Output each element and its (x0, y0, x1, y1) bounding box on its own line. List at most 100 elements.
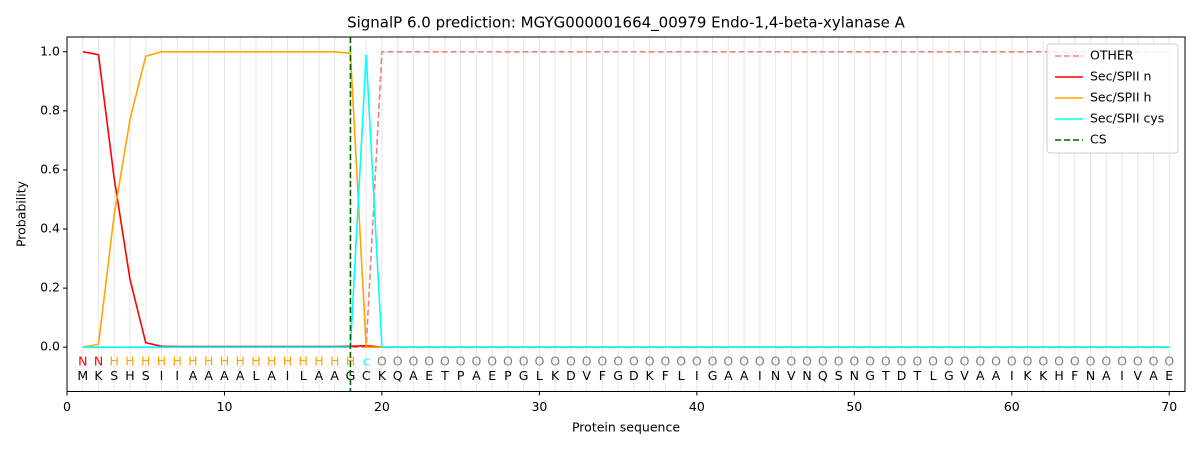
residue: F (599, 368, 606, 383)
residue: T (912, 368, 921, 383)
residue: A (315, 368, 324, 383)
residue: T (881, 368, 890, 383)
residue: P (504, 368, 512, 383)
residue: V (960, 368, 969, 383)
residue: K (94, 368, 103, 383)
residue: S (835, 368, 843, 383)
residue-label: O (676, 353, 686, 368)
residue-label: O (723, 353, 733, 368)
residue: Q (393, 368, 403, 383)
residue-label: O (645, 353, 655, 368)
residue: S (110, 368, 118, 383)
residue-label: O (1038, 353, 1048, 368)
chart-title: SignalP 6.0 prediction: MGYG000001664_00… (347, 14, 906, 33)
residue: A (267, 368, 276, 383)
residue-label: O (928, 353, 938, 368)
residue: E (425, 368, 433, 383)
y-tick-label: 0.2 (40, 280, 60, 295)
residue-label: O (944, 353, 954, 368)
residue-label: O (440, 353, 450, 368)
y-tick-label: 1.0 (40, 43, 60, 58)
residue: I (758, 368, 762, 383)
residue: D (897, 368, 907, 383)
residue-label: H (346, 353, 355, 368)
residue: K (551, 368, 560, 383)
legend-label: OTHER (1090, 48, 1134, 63)
residue: G (865, 368, 875, 383)
residue-label: H (110, 353, 119, 368)
residue-label: O (1149, 353, 1159, 368)
residue: A (1102, 368, 1111, 383)
residue: C (362, 368, 371, 383)
residue: G (519, 368, 529, 383)
residue: A (1149, 368, 1158, 383)
residue-label: N (94, 353, 103, 368)
residue: H (1054, 368, 1063, 383)
series-line (82, 50, 1170, 348)
residue-label: c (363, 353, 370, 368)
residue-label: H (204, 353, 213, 368)
residue-label: O (739, 353, 749, 368)
legend-label: Sec/SPII h (1090, 90, 1151, 105)
residue: A (330, 368, 339, 383)
residue-label: O (597, 353, 607, 368)
residue: L (930, 368, 937, 383)
residue-label: O (991, 353, 1001, 368)
x-tick-label: 40 (689, 399, 705, 414)
y-tick-label: 0.4 (40, 221, 60, 236)
residue-label: O (377, 353, 387, 368)
residue: L (536, 368, 543, 383)
residue: L (252, 368, 259, 383)
residue: N (1086, 368, 1095, 383)
residue-label: O (1117, 353, 1127, 368)
residue-label: H (173, 353, 182, 368)
residue-label: O (786, 353, 796, 368)
residue: D (629, 368, 639, 383)
residue-label: H (157, 353, 166, 368)
residue: N (850, 368, 859, 383)
x-tick-label: 30 (531, 399, 547, 414)
residue-label: H (141, 353, 150, 368)
residue-label: O (849, 353, 859, 368)
residue: A (992, 368, 1001, 383)
series-line (82, 54, 1170, 348)
residue: V (1133, 368, 1142, 383)
residue: N (771, 368, 780, 383)
residue-label: O (629, 353, 639, 368)
residue: A (976, 368, 985, 383)
residue-label: H (298, 353, 307, 368)
residue: Q (818, 368, 828, 383)
residue-label: O (865, 353, 875, 368)
residue: E (1165, 368, 1173, 383)
legend-box (1046, 43, 1179, 154)
residue: A (204, 368, 213, 383)
legend-label: Sec/SPII n (1090, 69, 1151, 84)
residue: P (457, 368, 465, 383)
residue-label: O (834, 353, 844, 368)
residue-label: O (708, 353, 718, 368)
residue-label: O (960, 353, 970, 368)
residue: F (1071, 368, 1078, 383)
residue-label: H (220, 353, 229, 368)
residue-label: H (314, 353, 323, 368)
residue: A (189, 368, 198, 383)
residue-label: O (692, 353, 702, 368)
x-tick-label: 20 (374, 399, 390, 414)
y-tick-label: 0.6 (40, 161, 60, 176)
residue: M (77, 368, 88, 383)
residue-label: O (897, 353, 907, 368)
residue-label: O (975, 353, 985, 368)
residue: S (142, 368, 150, 383)
y-tick-label: 0.0 (40, 339, 60, 354)
residue: I (1010, 368, 1014, 383)
residue: K (378, 368, 387, 383)
residue-label: O (1133, 353, 1143, 368)
residue: L (678, 368, 685, 383)
residue-label: O (755, 353, 765, 368)
residue-label: O (881, 353, 891, 368)
residue-label: O (424, 353, 434, 368)
residue-label: O (771, 353, 781, 368)
residue: K (1023, 368, 1032, 383)
residue: A (724, 368, 733, 383)
